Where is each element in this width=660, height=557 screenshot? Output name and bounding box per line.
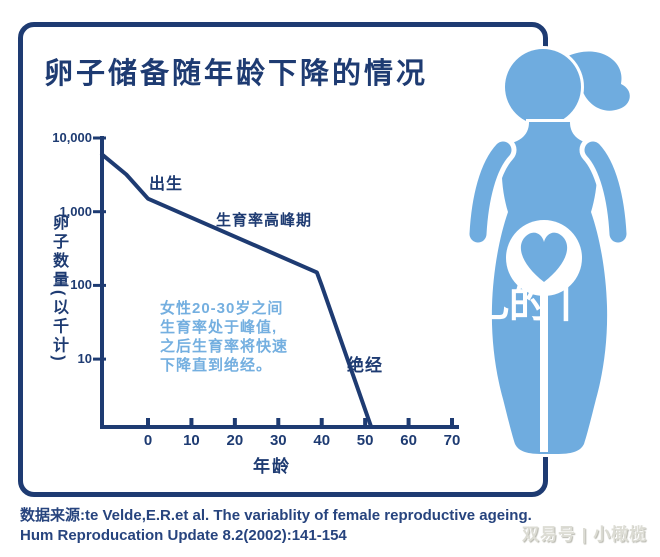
arms (464, 136, 632, 248)
axis-ticks (93, 136, 455, 427)
y-tick-label: 100 (70, 277, 92, 293)
x-tick-label: 20 (226, 432, 244, 449)
y-tick-label: 10 (77, 351, 92, 367)
y-tick-label: 10,000 (52, 130, 92, 145)
source-line-1: 数据来源:te Velde,E.R.et al. The variablity … (20, 507, 532, 524)
head (502, 46, 584, 128)
source-line-2: Hum Reproducation Update 8.2(2002):141-1… (20, 527, 347, 544)
center-watermark: 乚的丨 (472, 282, 586, 326)
heart-icon (520, 232, 568, 282)
annotation-birth: 出生 (149, 176, 184, 193)
fertility-note: 女性20-30岁之间 生育率处于峰值, 之后生育率将快速 下降直到绝经。 (160, 300, 289, 374)
y-tick-label: 1,000 (59, 203, 92, 219)
x-tick-label: 0 (143, 432, 153, 449)
page-title: 卵子储备随年龄下降的情况 (44, 58, 429, 90)
left-arm (469, 141, 512, 243)
x-axis-title: 年龄 (253, 457, 291, 476)
right-arm (584, 141, 627, 243)
annotation-menopause: 绝经 (347, 356, 383, 375)
x-tick-label: 10 (183, 432, 200, 449)
pregnant-woman-silhouette (464, 46, 633, 457)
bottom-right-watermark: 双易号 | 小橄榄 (522, 525, 648, 544)
x-tick-label: 70 (443, 432, 461, 449)
y-axis-title: 卵子数量(以千计) (50, 214, 67, 364)
x-tick-label: 30 (269, 432, 287, 449)
egg-reserve-curve (100, 152, 374, 429)
x-tick-label: 60 (400, 432, 417, 449)
x-tick-label: 50 (356, 432, 374, 449)
x-tick-label: 40 (313, 432, 331, 449)
data-source: 数据来源:te Velde,E.R.et al. The variablity … (20, 506, 532, 546)
annotation-peak-fertility: 生育率高峰期 (216, 212, 313, 229)
